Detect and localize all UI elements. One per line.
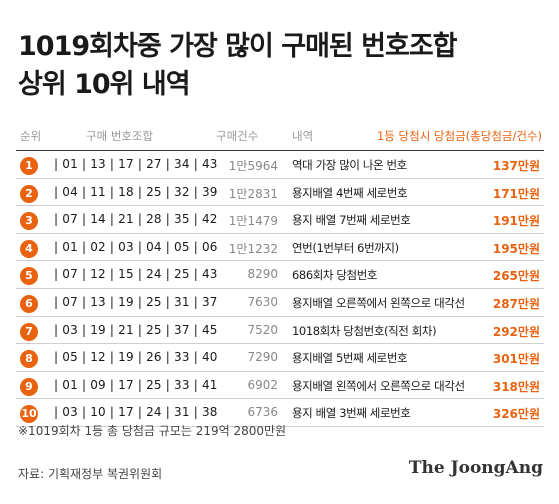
prize-amount: 326만원 bbox=[492, 407, 540, 422]
table-row: 8 | 05 | 12 | 19 | 26 | 33 | 40 7290 용지배열 5… bbox=[16, 344, 544, 372]
header-rank: 순위 bbox=[20, 129, 42, 143]
rank-badge: 3 bbox=[20, 212, 38, 231]
header-numbers: 구매 번호조합 bbox=[86, 129, 154, 143]
purchase-count: 6736 bbox=[247, 405, 278, 420]
purchase-count: 1만1479 bbox=[228, 214, 278, 229]
source-credit: 자료: 기획재정부 복권위원회 bbox=[18, 467, 163, 481]
chart-title: 1019회차중 가장 많이 구매된 번호조합 상위 10위 내역 bbox=[18, 28, 548, 104]
table-row: 10 | 03 | 10 | 17 | 24 | 31 | 38 6736 용지 배열… bbox=[16, 399, 544, 427]
combination-description: 용지배열 4번째 세로번호 bbox=[292, 185, 408, 200]
rank-badge: 2 bbox=[20, 184, 38, 203]
number-combination: | 05 | 12 | 19 | 26 | 33 | 40 bbox=[54, 350, 218, 365]
combination-description: 용지배열 왼쪽에서 오른쪽으로 대각선 bbox=[292, 378, 465, 393]
number-combination: | 04 | 11 | 18 | 25 | 32 | 39 bbox=[54, 184, 218, 199]
purchase-count: 1만1232 bbox=[228, 241, 278, 256]
number-combination: | 07 | 12 | 15 | 24 | 25 | 43 bbox=[54, 267, 218, 282]
prize-amount: 195만원 bbox=[492, 241, 540, 256]
combination-description: 용지배열 5번째 세로번호 bbox=[292, 351, 408, 366]
prize-amount: 318만원 bbox=[492, 379, 540, 394]
rank-badge: 10 bbox=[20, 405, 38, 424]
prize-amount: 292만원 bbox=[492, 324, 540, 339]
number-combination: | 01 | 02 | 03 | 04 | 05 | 06 bbox=[54, 239, 218, 254]
combination-description: 용지 배열 7번째 세로번호 bbox=[292, 213, 411, 228]
combination-description: 역대 가장 많이 나온 번호 bbox=[292, 158, 407, 172]
combination-description: 686회차 당첨번호 bbox=[292, 268, 378, 283]
title-line-2: 상위 10위 내역 bbox=[18, 69, 191, 100]
title-line-1: 1019회차중 가장 많이 구매된 번호조합 bbox=[18, 31, 458, 62]
purchase-count: 7630 bbox=[247, 294, 278, 309]
table-row: 6 | 07 | 13 | 19 | 25 | 31 | 37 7630 용지배열 오… bbox=[16, 289, 544, 317]
purchase-count: 7520 bbox=[247, 322, 278, 337]
prize-amount: 191만원 bbox=[492, 214, 540, 229]
purchase-count: 7290 bbox=[247, 350, 278, 365]
prize-amount: 171만원 bbox=[492, 186, 540, 201]
prize-amount: 137만원 bbox=[492, 159, 540, 173]
ranking-table: 순위 구매 번호조합 구매건수 내역 1등 당첨시 당첨금(총당첨금/건수) 1… bbox=[16, 126, 544, 427]
rank-badge: 1 bbox=[20, 157, 38, 175]
rank-badge: 4 bbox=[20, 239, 38, 258]
rank-badge: 9 bbox=[20, 377, 38, 396]
combination-description: 연번(1번부터 6번까지) bbox=[292, 240, 399, 255]
table-row: 4 | 01 | 02 | 03 | 04 | 05 | 06 1만1232 연번(1… bbox=[16, 234, 544, 262]
header-count: 구매건수 bbox=[216, 129, 259, 143]
purchase-count: 8290 bbox=[247, 267, 278, 282]
combination-description: 용지배열 오른쪽에서 왼쪽으로 대각선 bbox=[292, 295, 465, 310]
number-combination: | 07 | 13 | 19 | 25 | 31 | 37 bbox=[54, 294, 218, 309]
rank-badge: 6 bbox=[20, 294, 38, 313]
table-row: 9 | 01 | 09 | 17 | 25 | 33 | 41 6902 용지배열 왼… bbox=[16, 372, 544, 400]
header-prize: 1등 당첨시 당첨금(총당첨금/건수) bbox=[376, 129, 542, 143]
number-combination: | 01 | 13 | 17 | 27 | 34 | 43 bbox=[54, 157, 218, 171]
table-row: 2 | 04 | 11 | 18 | 25 | 32 | 39 1만2831 용지배열… bbox=[16, 179, 544, 207]
number-combination: | 07 | 14 | 21 | 28 | 35 | 42 bbox=[54, 212, 218, 227]
table-row: 1 | 01 | 13 | 17 | 27 | 34 | 43 1만5964 역대 가… bbox=[16, 151, 544, 179]
number-combination: | 03 | 19 | 21 | 25 | 37 | 45 bbox=[54, 322, 218, 337]
prize-amount: 265만원 bbox=[492, 269, 540, 284]
prize-amount: 287만원 bbox=[492, 296, 540, 311]
table-header: 순위 구매 번호조합 구매건수 내역 1등 당첨시 당첨금(총당첨금/건수) bbox=[16, 126, 544, 151]
footnote: ※1019회차 1등 총 당첨금 규모는 219억 2800만원 bbox=[18, 424, 287, 438]
table-row: 3 | 07 | 14 | 21 | 28 | 35 | 42 1만1479 용지 배… bbox=[16, 206, 544, 234]
table-row: 7 | 03 | 19 | 21 | 25 | 37 | 45 7520 1018회차… bbox=[16, 317, 544, 345]
prize-amount: 301만원 bbox=[492, 352, 540, 367]
rank-badge: 5 bbox=[20, 267, 38, 286]
number-combination: | 03 | 10 | 17 | 24 | 31 | 38 bbox=[54, 405, 218, 420]
purchase-count: 6902 bbox=[247, 377, 278, 392]
combination-description: 용지 배열 3번째 세로번호 bbox=[292, 406, 411, 421]
rank-badge: 8 bbox=[20, 350, 38, 369]
header-desc: 내역 bbox=[292, 129, 314, 143]
rank-badge: 7 bbox=[20, 322, 38, 341]
table-body: 1 | 01 | 13 | 17 | 27 | 34 | 43 1만5964 역대 가… bbox=[16, 151, 544, 427]
table-row: 5 | 07 | 12 | 15 | 24 | 25 | 43 8290 686회차 … bbox=[16, 261, 544, 289]
purchase-count: 1만2831 bbox=[228, 186, 278, 201]
purchase-count: 1만5964 bbox=[228, 159, 278, 173]
number-combination: | 01 | 09 | 17 | 25 | 33 | 41 bbox=[54, 377, 218, 392]
combination-description: 1018회차 당첨번호(직전 회차) bbox=[292, 323, 437, 338]
publisher-logo: The JoongAng bbox=[408, 458, 543, 478]
